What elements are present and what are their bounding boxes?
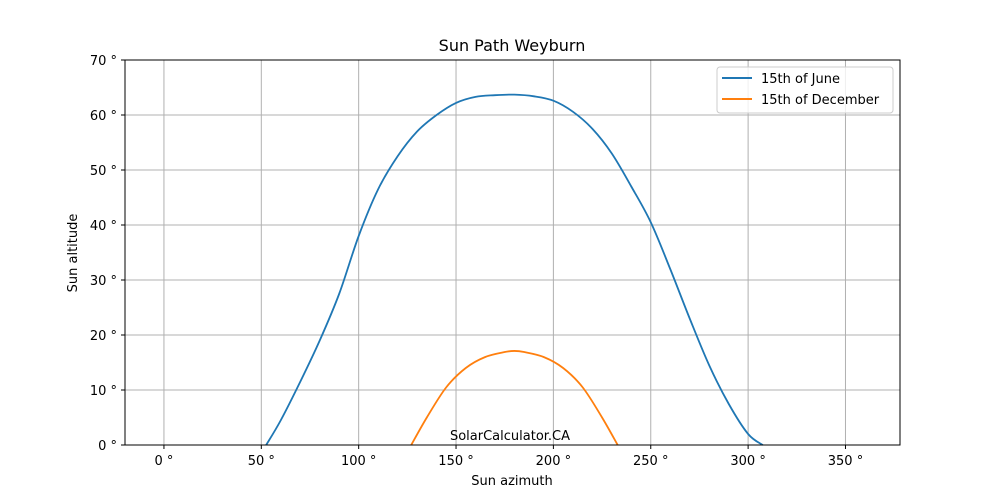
y-tick-label: 10 ° bbox=[90, 384, 117, 399]
legend-box bbox=[716, 66, 894, 114]
y-tick-label: 30 ° bbox=[90, 274, 117, 289]
plot-frame bbox=[124, 59, 901, 446]
y-tick-label: 20 ° bbox=[90, 329, 117, 344]
x-tick-label: 0 ° bbox=[154, 454, 173, 469]
y-tick-label: 0 ° bbox=[98, 439, 117, 454]
x-tick-label: 250 ° bbox=[633, 454, 668, 469]
legend: 15th of June 15th of December bbox=[716, 66, 894, 114]
y-tick-label: 40 ° bbox=[90, 219, 117, 234]
legend-label-june: 15th of June bbox=[761, 72, 840, 87]
series-line-june bbox=[265, 93, 764, 446]
watermark-annotation: SolarCalculator.CA bbox=[450, 429, 570, 444]
y-tick-label: 70 ° bbox=[90, 54, 117, 69]
legend-label-december: 15th of December bbox=[761, 93, 880, 108]
series-lines bbox=[265, 93, 764, 446]
x-axis-label: Sun azimuth bbox=[471, 474, 553, 489]
axis-ticks: 0 ° 50 ° 100 ° 150 ° 200 ° 250 ° 300 ° 350 ° 0 °… bbox=[90, 54, 863, 469]
x-tick-label: 150 ° bbox=[438, 454, 473, 469]
y-tick-label: 60 ° bbox=[90, 109, 117, 124]
y-tick-label: 50 ° bbox=[90, 164, 117, 179]
x-tick-label: 100 ° bbox=[341, 454, 376, 469]
series-line-december bbox=[410, 350, 619, 446]
x-tick-label: 300 ° bbox=[730, 454, 765, 469]
x-tick-label: 200 ° bbox=[536, 454, 571, 469]
y-axis-label: Sun altitude bbox=[66, 214, 81, 293]
chart-title: Sun Path Weyburn bbox=[439, 36, 586, 55]
x-tick-label: 50 ° bbox=[248, 454, 275, 469]
x-tick-label: 350 ° bbox=[828, 454, 863, 469]
